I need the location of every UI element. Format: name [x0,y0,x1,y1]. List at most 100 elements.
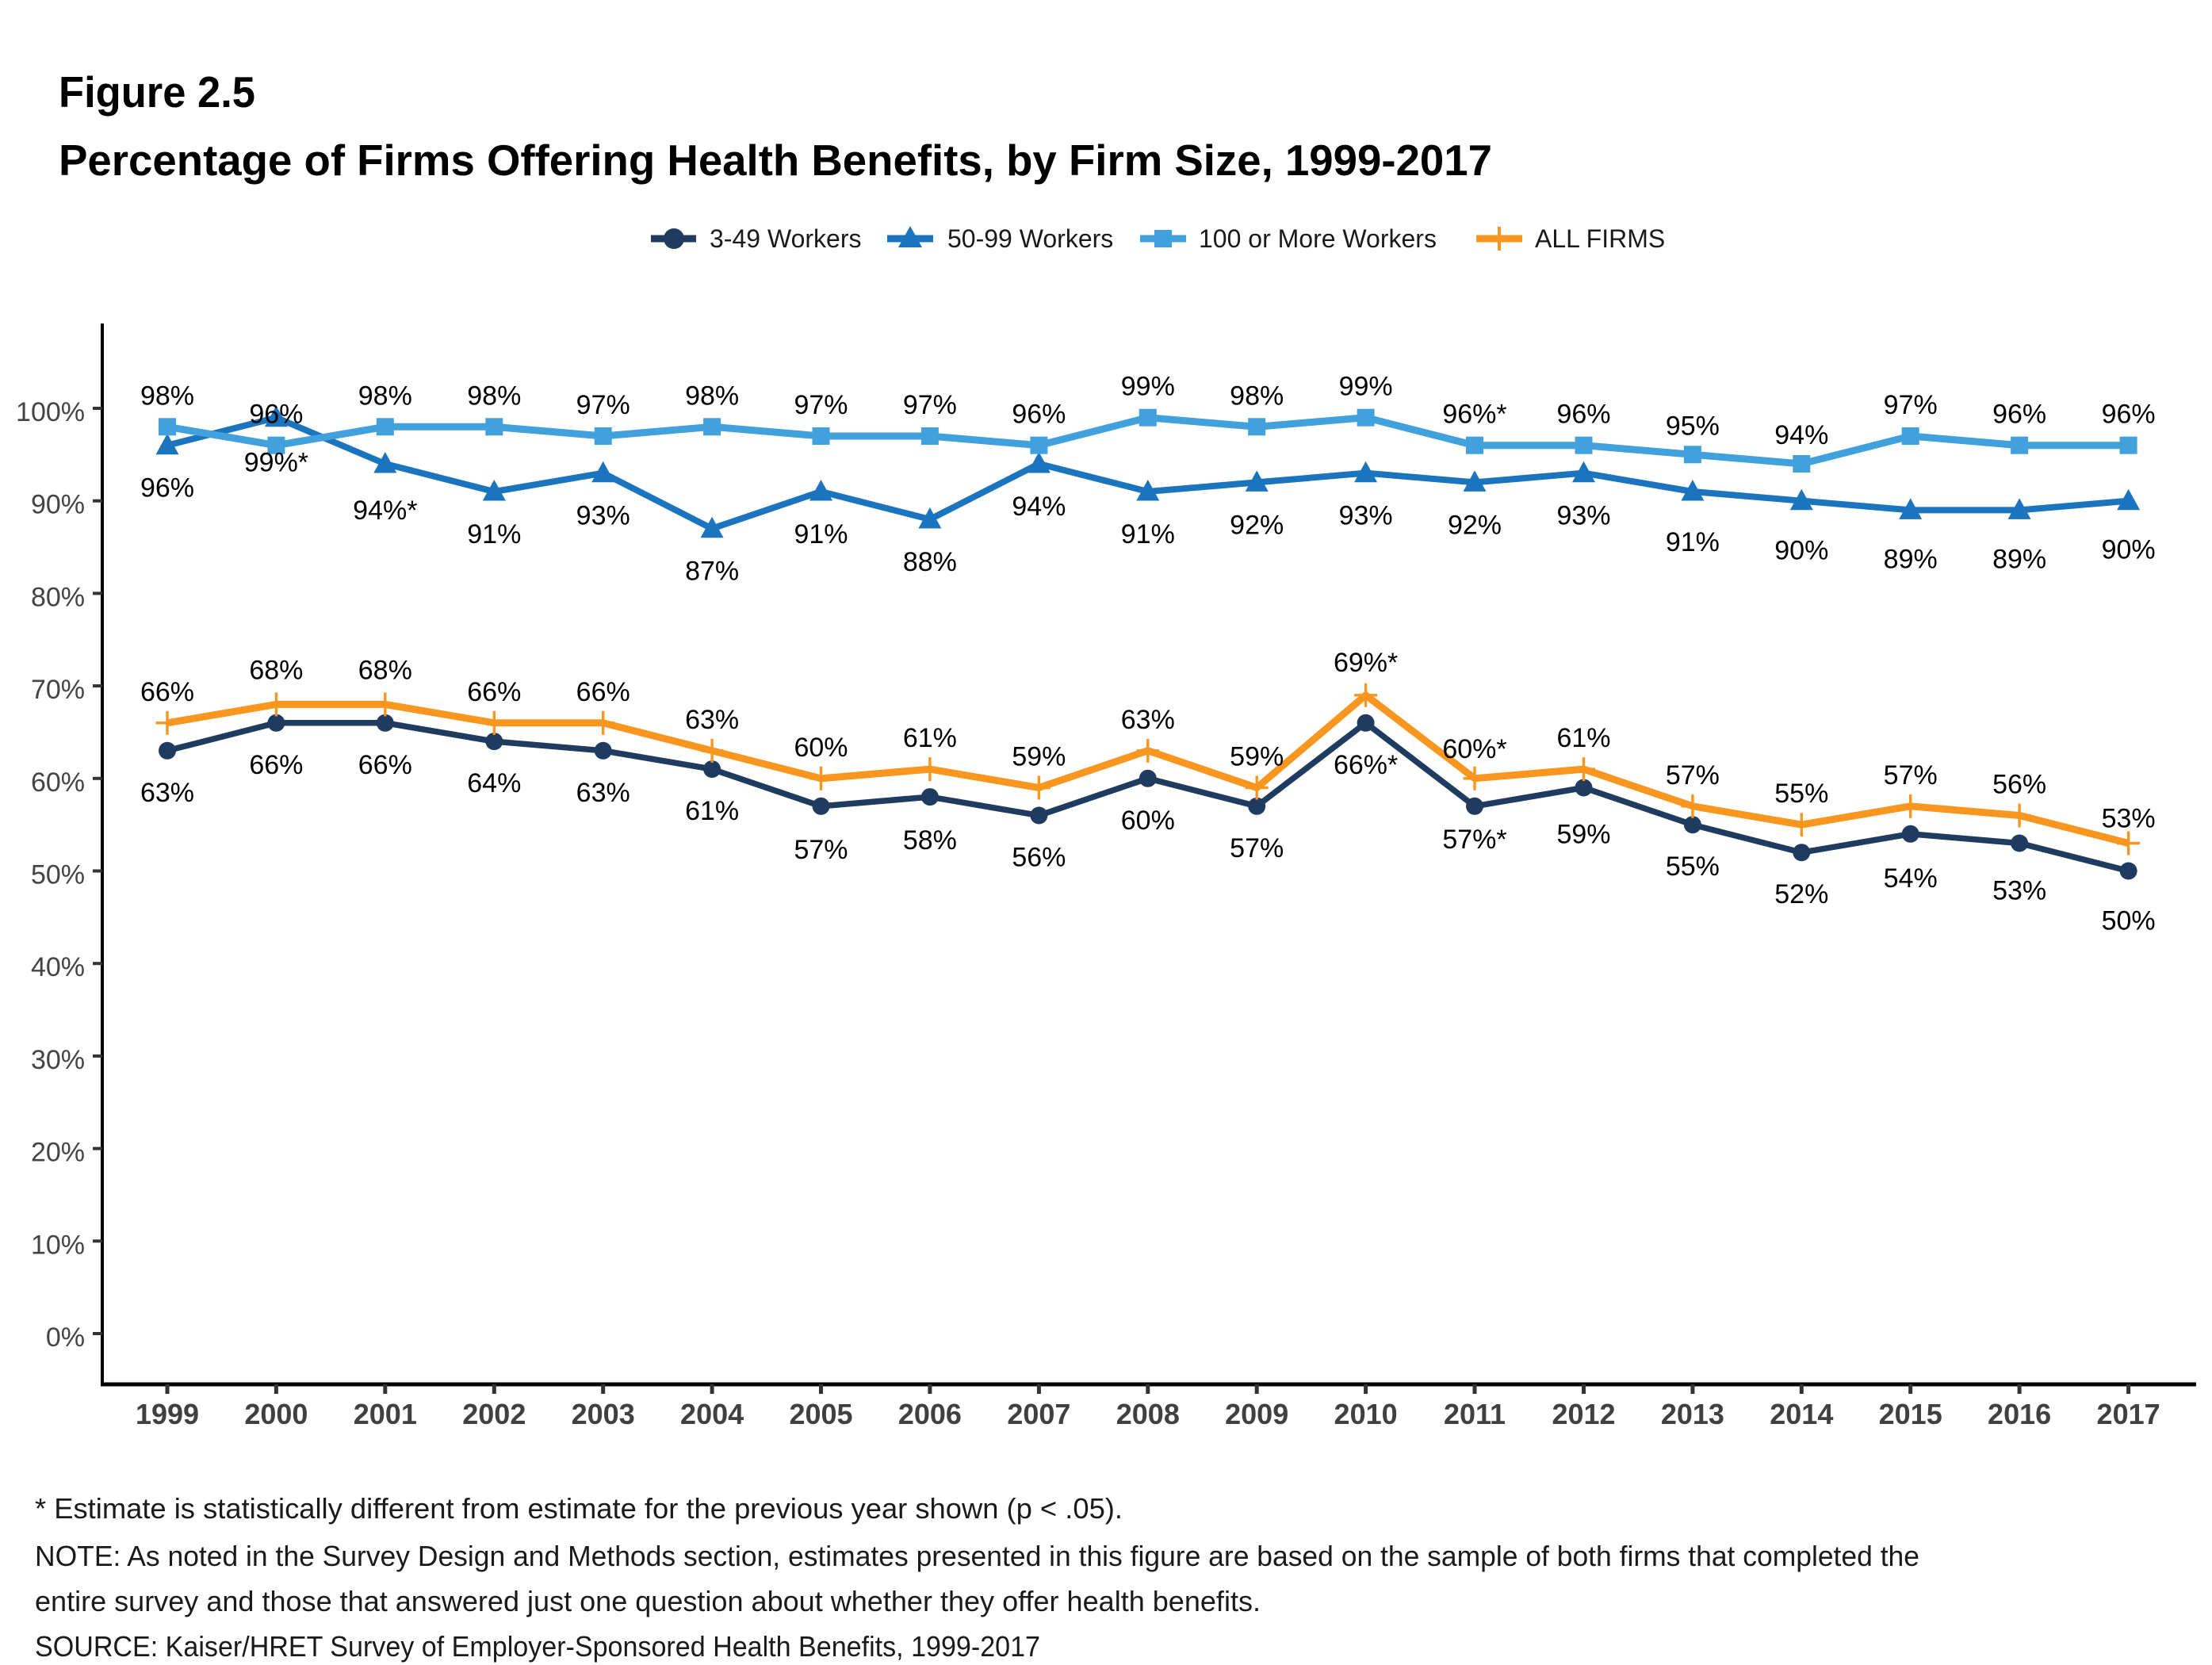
svg-text:10%: 10% [31,1230,85,1260]
svg-text:2004: 2004 [680,1398,744,1430]
svg-text:2011: 2011 [1444,1398,1506,1430]
svg-text:NOTE: As noted in the Survey D: NOTE: As noted in the Survey Design and … [35,1540,1919,1572]
svg-text:2015: 2015 [1879,1398,1942,1430]
svg-text:0%: 0% [46,1322,85,1353]
svg-text:96%: 96% [1012,400,1066,430]
svg-text:57%: 57% [1884,760,1938,790]
svg-text:55%: 55% [1774,779,1828,809]
svg-text:58%: 58% [903,825,957,855]
svg-text:90%: 90% [31,490,85,520]
svg-text:57%: 57% [1230,833,1284,863]
svg-text:91%: 91% [794,519,848,549]
svg-text:20%: 20% [31,1138,85,1168]
svg-text:2010: 2010 [1334,1398,1398,1430]
svg-text:96%: 96% [2102,400,2156,430]
svg-text:56%: 56% [1012,843,1066,873]
svg-text:2003: 2003 [572,1398,635,1430]
svg-text:64%: 64% [467,768,521,798]
svg-text:66%: 66% [358,750,412,780]
svg-text:Figure 2.5: Figure 2.5 [59,67,255,117]
svg-text:100%: 100% [16,397,85,427]
svg-text:60%*: 60%* [1442,734,1506,764]
svg-text:2008: 2008 [1116,1398,1180,1430]
svg-text:99%: 99% [1121,372,1175,402]
svg-text:89%: 89% [1992,544,2046,574]
svg-text:96%: 96% [249,400,303,430]
svg-text:98%: 98% [140,381,194,411]
svg-text:63%: 63% [685,705,739,735]
svg-text:2001: 2001 [354,1398,417,1430]
svg-text:92%: 92% [1448,510,1502,540]
svg-text:55%: 55% [1666,852,1720,882]
svg-text:93%: 93% [576,501,630,531]
svg-text:93%: 93% [1339,501,1393,531]
svg-text:53%: 53% [2102,804,2156,834]
svg-text:50-99 Workers: 50-99 Workers [947,224,1113,253]
svg-text:SOURCE: Kaiser/HRET Survey of: SOURCE: Kaiser/HRET Survey of Employer-S… [35,1630,1040,1663]
svg-text:96%: 96% [1992,400,2046,430]
svg-text:66%*: 66%* [1334,750,1398,780]
svg-text:70%: 70% [31,675,85,705]
svg-text:50%: 50% [31,860,85,890]
svg-text:100 or More Workers: 100 or More Workers [1199,224,1437,253]
svg-text:40%: 40% [31,952,85,982]
svg-text:91%: 91% [1121,519,1175,549]
svg-text:92%: 92% [1230,510,1284,540]
svg-text:98%: 98% [1230,381,1284,411]
svg-text:66%: 66% [249,750,303,780]
svg-text:61%: 61% [1556,723,1610,753]
svg-text:2017: 2017 [2097,1398,2160,1430]
svg-text:2000: 2000 [244,1398,308,1430]
svg-text:59%: 59% [1012,742,1066,772]
svg-text:68%: 68% [249,655,303,685]
svg-text:96%: 96% [1556,400,1610,430]
svg-text:94%*: 94%* [353,496,417,526]
svg-text:60%: 60% [1121,806,1175,836]
svg-text:50%: 50% [2102,906,2156,936]
svg-text:2012: 2012 [1552,1398,1615,1430]
svg-text:94%: 94% [1012,492,1066,522]
svg-text:89%: 89% [1884,544,1938,574]
svg-text:66%: 66% [576,677,630,707]
svg-text:ALL FIRMS: ALL FIRMS [1535,224,1665,253]
svg-text:80%: 80% [31,582,85,612]
svg-text:69%*: 69%* [1334,648,1398,678]
svg-text:3-49 Workers: 3-49 Workers [710,224,861,253]
svg-text:1999: 1999 [136,1398,199,1430]
svg-text:2005: 2005 [789,1398,852,1430]
svg-text:95%: 95% [1666,411,1720,441]
svg-text:52%: 52% [1774,879,1828,909]
svg-text:91%: 91% [1666,527,1720,557]
svg-text:60%: 60% [794,733,848,763]
svg-text:entire survey and those that a: entire survey and those that answered ju… [35,1585,1261,1617]
svg-text:99%*: 99%* [244,448,308,478]
svg-text:63%: 63% [576,778,630,808]
svg-text:98%: 98% [467,381,521,411]
svg-text:59%: 59% [1230,742,1284,772]
svg-text:2013: 2013 [1661,1398,1724,1430]
svg-text:96%: 96% [140,473,194,503]
svg-text:99%: 99% [1339,372,1393,402]
svg-text:2002: 2002 [462,1398,526,1430]
svg-text:98%: 98% [685,381,739,411]
svg-text:2007: 2007 [1007,1398,1070,1430]
svg-text:98%: 98% [358,381,412,411]
svg-text:2014: 2014 [1770,1398,1833,1430]
svg-text:63%: 63% [1121,705,1175,735]
svg-text:2009: 2009 [1225,1398,1288,1430]
svg-text:66%: 66% [140,677,194,707]
svg-text:88%: 88% [903,547,957,577]
svg-text:93%: 93% [1556,501,1610,531]
svg-text:90%: 90% [2102,535,2156,565]
svg-text:97%: 97% [576,390,630,420]
svg-text:61%: 61% [903,723,957,753]
svg-text:66%: 66% [467,677,521,707]
svg-text:Percentage of Firms Offering H: Percentage of Firms Offering Health Bene… [59,136,1492,185]
svg-text:56%: 56% [1992,770,2046,800]
svg-text:96%*: 96%* [1442,400,1506,430]
svg-text:97%: 97% [903,390,957,420]
svg-text:68%: 68% [358,655,412,685]
svg-text:59%: 59% [1556,820,1610,850]
svg-text:2006: 2006 [898,1398,962,1430]
svg-text:94%: 94% [1774,420,1828,450]
